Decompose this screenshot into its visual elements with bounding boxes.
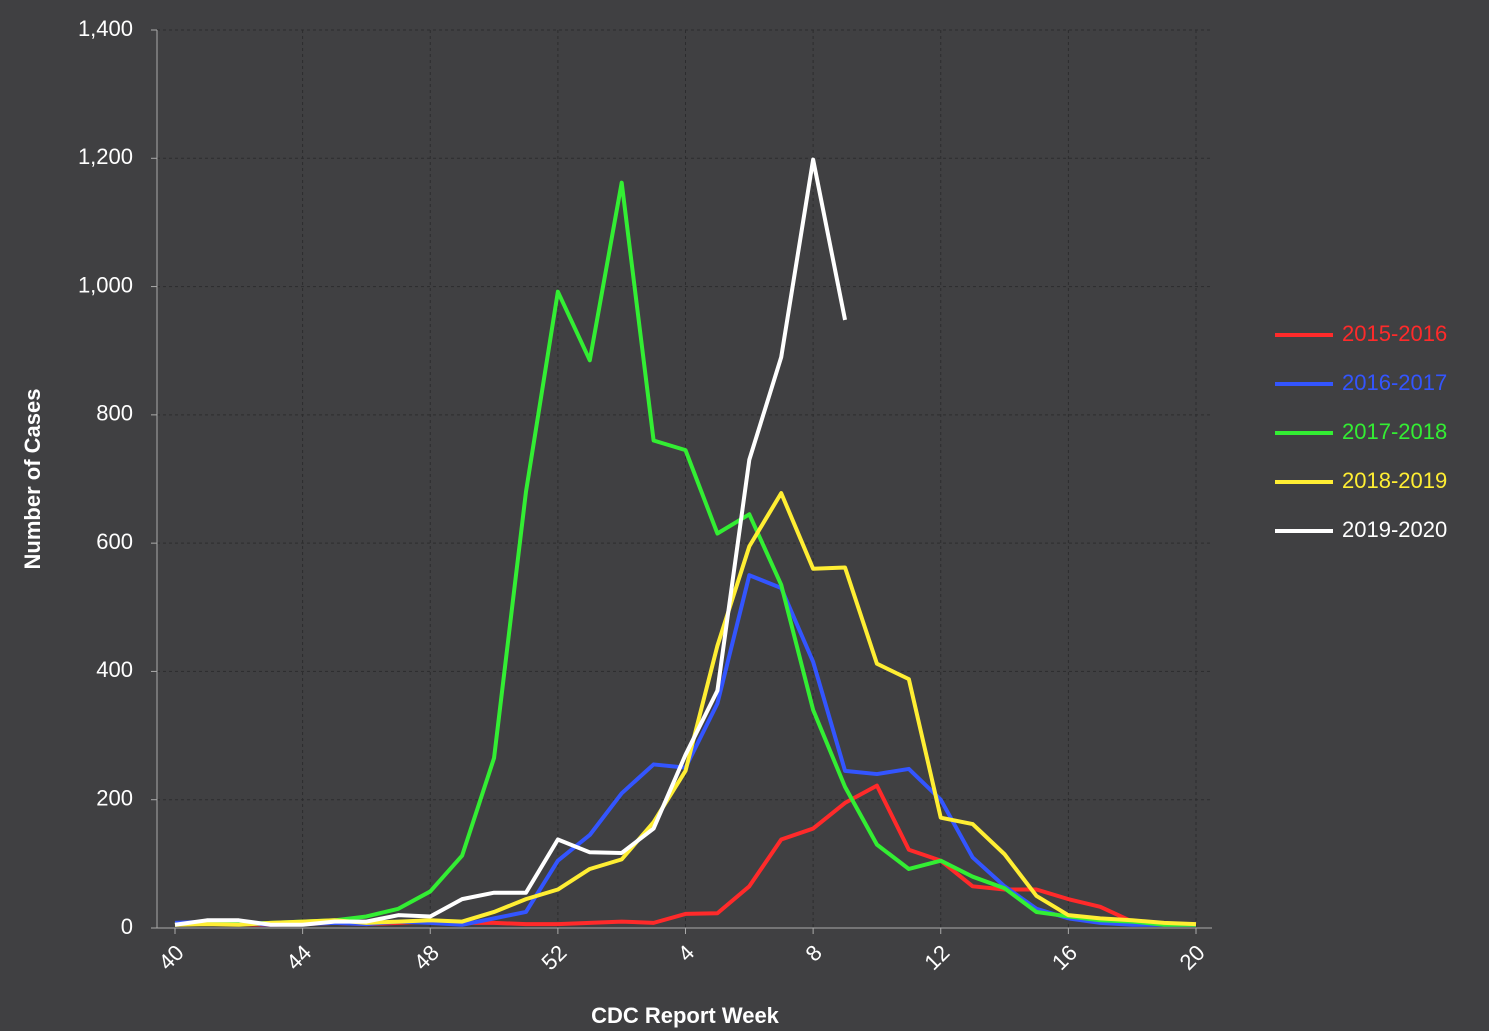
legend-label: 2018-2019 [1342,468,1447,493]
legend-label: 2019-2020 [1342,517,1447,542]
legend-label: 2015-2016 [1342,321,1447,346]
y-tick-label: 1,000 [78,272,133,297]
series-line [174,157,847,927]
y-tick-label: 1,200 [78,144,133,169]
y-tick-label: 1,400 [78,16,133,41]
series-line [174,180,1196,927]
y-tick-label: 200 [96,786,133,811]
y-tick-label: 800 [96,401,133,426]
x-axis-title: CDC Report Week [591,1003,780,1028]
y-tick-label: 0 [121,914,133,939]
y-axis-title: Number of Cases [20,389,45,570]
y-tick-label: 600 [96,529,133,554]
legend-label: 2016-2017 [1342,370,1447,395]
legend-label: 2017-2018 [1342,419,1447,444]
y-tick-label: 400 [96,657,133,682]
